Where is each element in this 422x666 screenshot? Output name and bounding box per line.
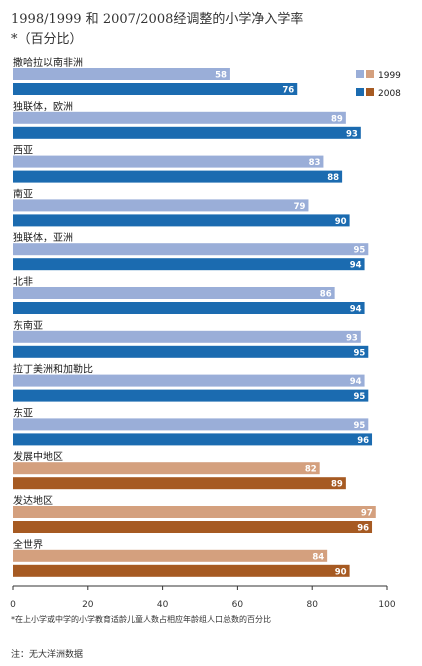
bar-1999	[13, 506, 376, 518]
bar-2008	[13, 214, 350, 227]
bar-1999	[13, 243, 369, 256]
footnote: *在上小学或中学的小学教育适龄儿童人数占相应年龄组人口总数的百分比	[11, 615, 271, 624]
category-label: 南亚	[13, 187, 33, 200]
value-label-2008: 94	[350, 261, 362, 271]
bar-1999	[13, 418, 369, 431]
value-label-1999: 93	[346, 333, 358, 343]
category-label: 东亚	[13, 406, 33, 419]
legend-label: 2008	[378, 89, 401, 99]
value-label-2008: 90	[335, 567, 347, 577]
bar-2008	[13, 564, 350, 577]
bar-2008	[13, 389, 369, 402]
bar-1999	[13, 549, 328, 562]
value-label-1999: 58	[215, 71, 227, 81]
value-label-1999: 82	[305, 465, 317, 475]
category-label: 拉丁美洲和加勒比	[13, 363, 93, 376]
value-label-2008: 96	[357, 524, 369, 534]
value-label-2008: 93	[346, 129, 358, 139]
x-tick-label: 100	[378, 600, 395, 610]
chart-subtitle: *（百分比）	[11, 32, 83, 47]
value-label-2008: 76	[282, 86, 294, 96]
value-label-1999: 79	[294, 202, 306, 212]
bar-2008	[13, 170, 343, 183]
x-tick-label: 20	[82, 600, 94, 610]
bar-2008	[13, 83, 298, 95]
value-label-1999: 97	[361, 509, 373, 519]
value-label-1999: 94	[350, 377, 362, 387]
value-label-1999: 89	[331, 114, 343, 124]
value-label-2008: 94	[350, 305, 362, 315]
category-label: 发达地区	[13, 494, 53, 507]
bar-1999	[13, 330, 361, 343]
bar-2008	[13, 302, 365, 314]
value-label-2008: 96	[357, 436, 369, 446]
x-tick-label: 0	[10, 600, 16, 610]
x-tick-label: 40	[157, 600, 169, 610]
value-label-2008: 88	[327, 173, 339, 183]
bar-1999	[13, 287, 335, 299]
bar-1999	[13, 111, 346, 124]
value-label-1999: 95	[353, 421, 365, 431]
category-label: 全世界	[13, 538, 43, 551]
legend-swatch-aggregate	[366, 88, 374, 96]
category-label: 独联体，欧洲	[13, 100, 73, 113]
bar-2008	[13, 126, 361, 139]
bar-2008	[13, 477, 346, 490]
bar-2008	[13, 433, 373, 446]
bar-1999	[13, 155, 324, 168]
source-note: 注：无大洋洲数据	[11, 650, 84, 660]
value-label-1999: 95	[353, 246, 365, 256]
bar-chart: 撒哈拉以南非洲5876独联体，欧洲8993西亚8388南亚7990独联体，亚洲9…	[10, 56, 401, 610]
category-label: 西亚	[13, 146, 33, 157]
value-label-2008: 89	[331, 480, 343, 490]
bar-1999	[13, 462, 320, 475]
category-label: 发展中地区	[13, 450, 63, 463]
value-label-1999: 86	[320, 290, 332, 300]
legend-swatch-region	[356, 88, 364, 96]
bar-2008	[13, 345, 369, 358]
value-label-2008: 95	[353, 392, 365, 402]
legend-label: 1999	[378, 71, 401, 81]
x-tick-label: 80	[306, 600, 318, 610]
category-label: 独联体，亚洲	[13, 231, 73, 244]
x-tick-label: 60	[232, 600, 244, 610]
value-label-2008: 90	[335, 217, 347, 227]
value-label-1999: 83	[309, 158, 321, 168]
bar-2008	[13, 258, 365, 271]
category-label: 东南亚	[13, 319, 43, 332]
legend-swatch-aggregate	[366, 70, 374, 78]
value-label-1999: 84	[312, 552, 324, 562]
value-label-2008: 95	[353, 348, 365, 358]
bar-1999	[13, 374, 365, 387]
legend-swatch-region	[356, 70, 364, 78]
chart-title: 1998/1999 和 2007/2008经调整的小学净入学率	[11, 12, 304, 27]
category-label: 撒哈拉以南非洲	[13, 56, 83, 69]
category-label: 北非	[13, 276, 33, 288]
bar-2008	[13, 521, 373, 533]
bar-1999	[13, 199, 309, 212]
bar-1999	[13, 68, 230, 80]
